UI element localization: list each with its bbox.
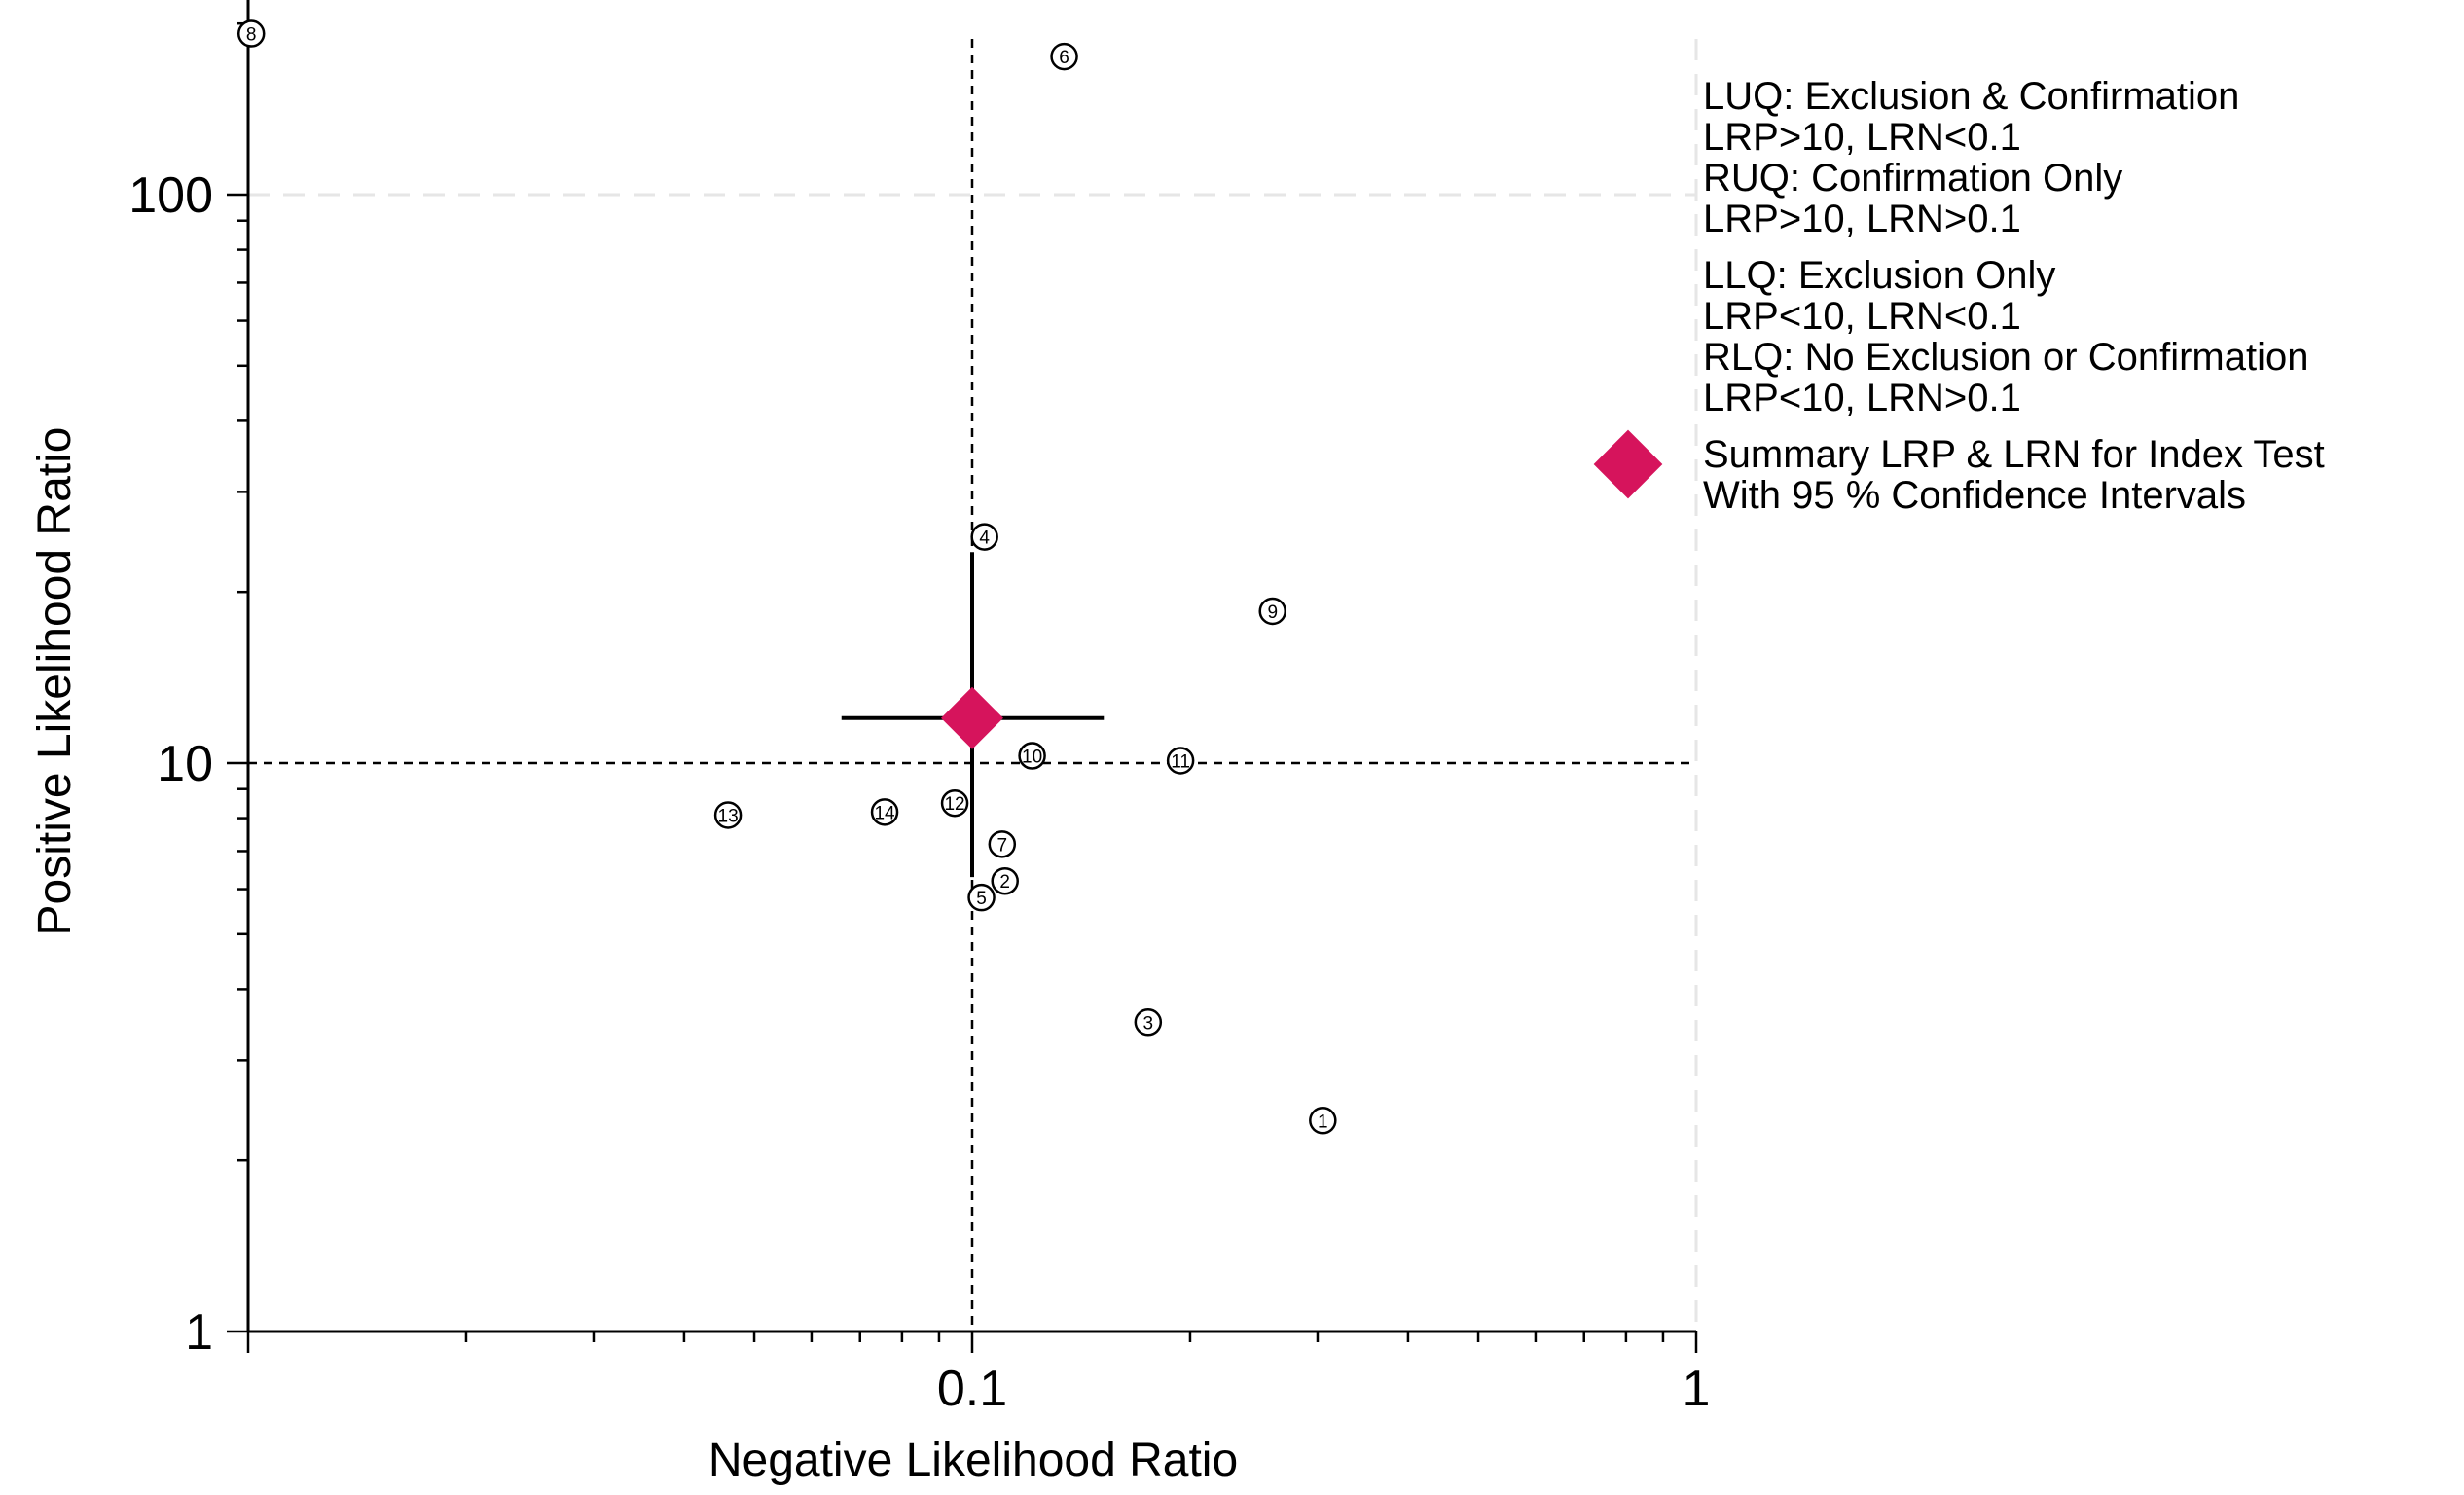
study-marker bbox=[1050, 42, 1078, 71]
study-marker bbox=[1258, 597, 1286, 626]
study-label: 4 bbox=[979, 529, 990, 549]
study-label: 11 bbox=[1171, 751, 1190, 772]
study-label: 2 bbox=[999, 872, 1010, 893]
x-tick-label: 0.1 bbox=[937, 1361, 1007, 1417]
legend-ruq: RUQ: Confirmation Only bbox=[1703, 157, 2123, 200]
study-label: 9 bbox=[1267, 602, 1278, 623]
legend-luq: LUQ: Exclusion & Confirmation bbox=[1703, 75, 2240, 118]
study-label: 14 bbox=[874, 803, 895, 823]
legend-llq-rule: LRP<10, LRN<0.1 bbox=[1703, 295, 2021, 338]
y-tick-label: 100 bbox=[128, 167, 213, 224]
study-point-9: 9 bbox=[1258, 597, 1286, 626]
study-point-11: 11 bbox=[1166, 747, 1195, 775]
study-marker bbox=[236, 19, 266, 48]
study-label: 5 bbox=[976, 889, 987, 909]
study-marker bbox=[1018, 742, 1046, 770]
y-tick-label: 1 bbox=[185, 1304, 213, 1361]
legend-luq-rule: LRP>10, LRN<0.1 bbox=[1703, 116, 2021, 159]
study-point-10: 10 bbox=[1018, 742, 1046, 770]
study-marker bbox=[988, 830, 1017, 858]
tick-labels: 1 10 100 0.1 1 bbox=[128, 167, 1710, 1417]
study-marker bbox=[1166, 747, 1195, 775]
y-axis-title: Positive Likelihood Ratio bbox=[29, 427, 81, 936]
legend-rlq-rule: LRP<10, LRN>0.1 bbox=[1703, 377, 2021, 419]
legend-llq: LLQ: Exclusion Only bbox=[1703, 254, 2056, 297]
study-point-1: 1 bbox=[1309, 1107, 1337, 1135]
study-label: 13 bbox=[718, 806, 739, 826]
tick-marks bbox=[227, 21, 1698, 1353]
legend: LUQ: Exclusion & Confirmation LRP>10, LR… bbox=[1593, 76, 2462, 517]
study-point-6: 6 bbox=[1050, 42, 1078, 71]
study-point-8: 8 bbox=[236, 19, 266, 48]
study-marker bbox=[970, 523, 998, 551]
study-label: 8 bbox=[246, 25, 257, 46]
legend-summary-line-1: Summary LRP & LRN for Index Test bbox=[1703, 433, 2325, 476]
study-label: 7 bbox=[997, 835, 1008, 856]
legend-rlq: RLQ: No Exclusion or Confirmation bbox=[1703, 336, 2309, 379]
legend-summary: Summary LRP & LRN for Index Test With 95… bbox=[1593, 429, 2462, 517]
summary-estimate bbox=[841, 552, 1105, 878]
legend-summary-line-2: With 95 % Confidence Intervals bbox=[1703, 474, 2247, 517]
study-label: 3 bbox=[1143, 1013, 1154, 1034]
study-marker bbox=[1134, 1008, 1163, 1037]
x-tick-label: 1 bbox=[1683, 1361, 1711, 1417]
study-point-12: 12 bbox=[940, 788, 969, 818]
study-label: 12 bbox=[944, 794, 964, 815]
grid-lines bbox=[248, 39, 1698, 1331]
study-marker bbox=[870, 798, 899, 826]
legend-quadrants-lower: LLQ: Exclusion Only LRP<10, LRN<0.1 RLQ:… bbox=[1703, 255, 2462, 419]
study-point-14: 14 bbox=[870, 798, 899, 826]
study-label: 1 bbox=[1318, 1112, 1328, 1132]
study-marker bbox=[1309, 1107, 1337, 1135]
y-tick-label: 10 bbox=[157, 736, 213, 792]
legend-quadrants-upper: LUQ: Exclusion & Confirmation LRP>10, LR… bbox=[1703, 76, 2462, 239]
study-label: 10 bbox=[1022, 748, 1042, 768]
study-marker bbox=[713, 801, 743, 829]
study-point-5: 5 bbox=[967, 883, 996, 912]
study-label: 6 bbox=[1059, 48, 1069, 68]
study-point-13: 13 bbox=[713, 801, 743, 829]
study-marker bbox=[991, 866, 1019, 895]
study-marker bbox=[967, 883, 996, 912]
x-axis-title: Negative Likelihood Ratio bbox=[708, 1435, 1238, 1486]
study-point-7: 7 bbox=[988, 830, 1017, 858]
study-point-2: 2 bbox=[991, 866, 1019, 895]
summary-diamond bbox=[941, 686, 1003, 749]
legend-ruq-rule: LRP>10, LRN>0.1 bbox=[1703, 198, 2021, 240]
study-point-4: 4 bbox=[970, 523, 998, 551]
study-point-3: 3 bbox=[1134, 1008, 1163, 1037]
study-marker bbox=[940, 788, 969, 818]
